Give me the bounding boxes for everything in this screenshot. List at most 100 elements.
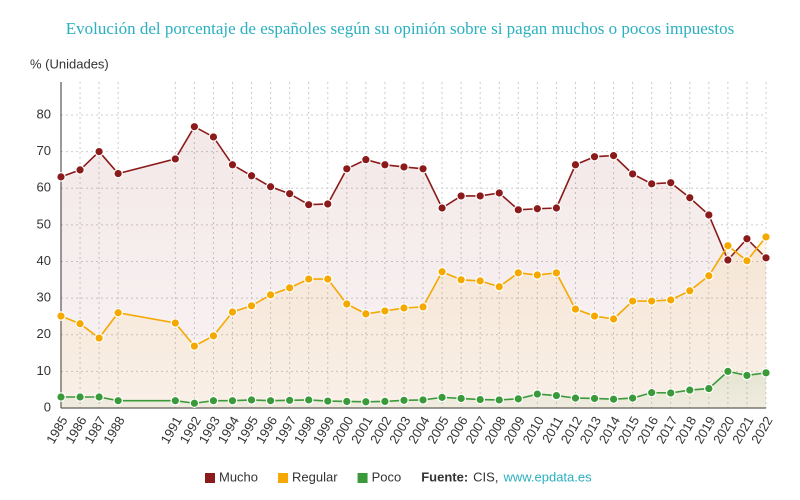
point — [589, 311, 600, 321]
point — [627, 393, 638, 403]
point — [227, 307, 238, 317]
point — [56, 392, 66, 402]
point — [418, 395, 428, 405]
legend-swatch — [357, 473, 368, 483]
y-tick-label: 10 — [37, 363, 51, 378]
point — [570, 393, 581, 403]
point — [399, 162, 409, 172]
y-tick-label: 80 — [37, 106, 51, 121]
legend-label: Mucho — [219, 469, 258, 484]
legend-swatch — [278, 473, 289, 483]
point — [513, 205, 524, 215]
point — [208, 132, 219, 142]
y-axis-label: % (Unidades) — [30, 56, 109, 71]
point — [170, 318, 181, 328]
point — [284, 283, 295, 293]
point — [456, 274, 466, 285]
point — [303, 199, 314, 210]
point — [265, 290, 276, 300]
point — [380, 396, 390, 407]
point — [551, 390, 562, 401]
source-link: www.epdata.es — [502, 469, 592, 484]
point — [646, 387, 657, 398]
point — [646, 179, 657, 189]
legend-swatch — [205, 473, 215, 483]
point — [113, 395, 123, 406]
point — [75, 318, 85, 329]
point — [265, 395, 276, 406]
point — [437, 203, 447, 213]
point — [665, 295, 676, 305]
source-label: Fuente: — [421, 469, 468, 484]
point — [551, 203, 562, 213]
point — [684, 192, 695, 203]
legend-label: Regular — [292, 469, 338, 484]
point — [437, 392, 447, 403]
point — [361, 396, 371, 407]
point — [342, 299, 352, 309]
point — [56, 172, 66, 182]
y-tick-label: 20 — [37, 326, 51, 341]
point — [704, 210, 714, 220]
point — [742, 370, 752, 381]
point — [551, 268, 562, 278]
source: CIS, — [473, 469, 498, 484]
point — [361, 154, 371, 165]
chart-title: Evolución del porcentaje de españoles se… — [66, 19, 735, 38]
point — [284, 188, 295, 199]
point — [627, 169, 638, 179]
point — [704, 270, 714, 281]
point — [303, 274, 314, 284]
point — [608, 150, 619, 161]
point — [399, 395, 409, 406]
point — [303, 395, 314, 405]
point — [684, 285, 695, 296]
point — [418, 164, 428, 174]
point — [94, 333, 104, 343]
point — [742, 255, 752, 266]
legend: Mucho Regular Poco Fuente: CIS, www.epdata.es — [205, 469, 592, 484]
point — [608, 394, 619, 405]
point — [475, 191, 485, 201]
y-tick-label: 70 — [37, 143, 51, 158]
point — [608, 314, 619, 324]
point — [189, 398, 200, 409]
point — [589, 151, 600, 162]
point — [246, 395, 257, 405]
legend-label: Poco — [372, 469, 402, 484]
point — [246, 170, 257, 181]
area — [61, 236, 766, 408]
point — [170, 395, 181, 406]
y-tick-label: 0 — [44, 399, 51, 414]
point — [513, 268, 524, 278]
point — [208, 331, 219, 341]
point — [418, 302, 428, 312]
y-tick-label: 30 — [37, 290, 51, 305]
point — [94, 146, 104, 157]
point — [361, 309, 371, 319]
x-tick-label: 1988 — [100, 414, 127, 447]
point — [380, 159, 390, 170]
y-tick-label: 40 — [37, 253, 51, 268]
y-tick-label: 60 — [37, 180, 51, 195]
point — [494, 395, 505, 405]
point — [494, 188, 505, 198]
point — [246, 301, 257, 311]
point — [189, 121, 200, 132]
point — [399, 303, 409, 313]
y-tick-label: 50 — [37, 216, 51, 231]
point — [723, 255, 733, 265]
point — [570, 159, 581, 170]
point — [723, 366, 733, 377]
point — [456, 393, 466, 404]
point — [723, 240, 733, 251]
point — [627, 296, 638, 306]
point — [227, 395, 238, 406]
point — [342, 396, 352, 407]
point — [761, 253, 771, 263]
point — [265, 181, 276, 192]
point — [380, 306, 390, 316]
point — [227, 159, 238, 170]
point — [322, 199, 333, 209]
point — [761, 232, 771, 242]
